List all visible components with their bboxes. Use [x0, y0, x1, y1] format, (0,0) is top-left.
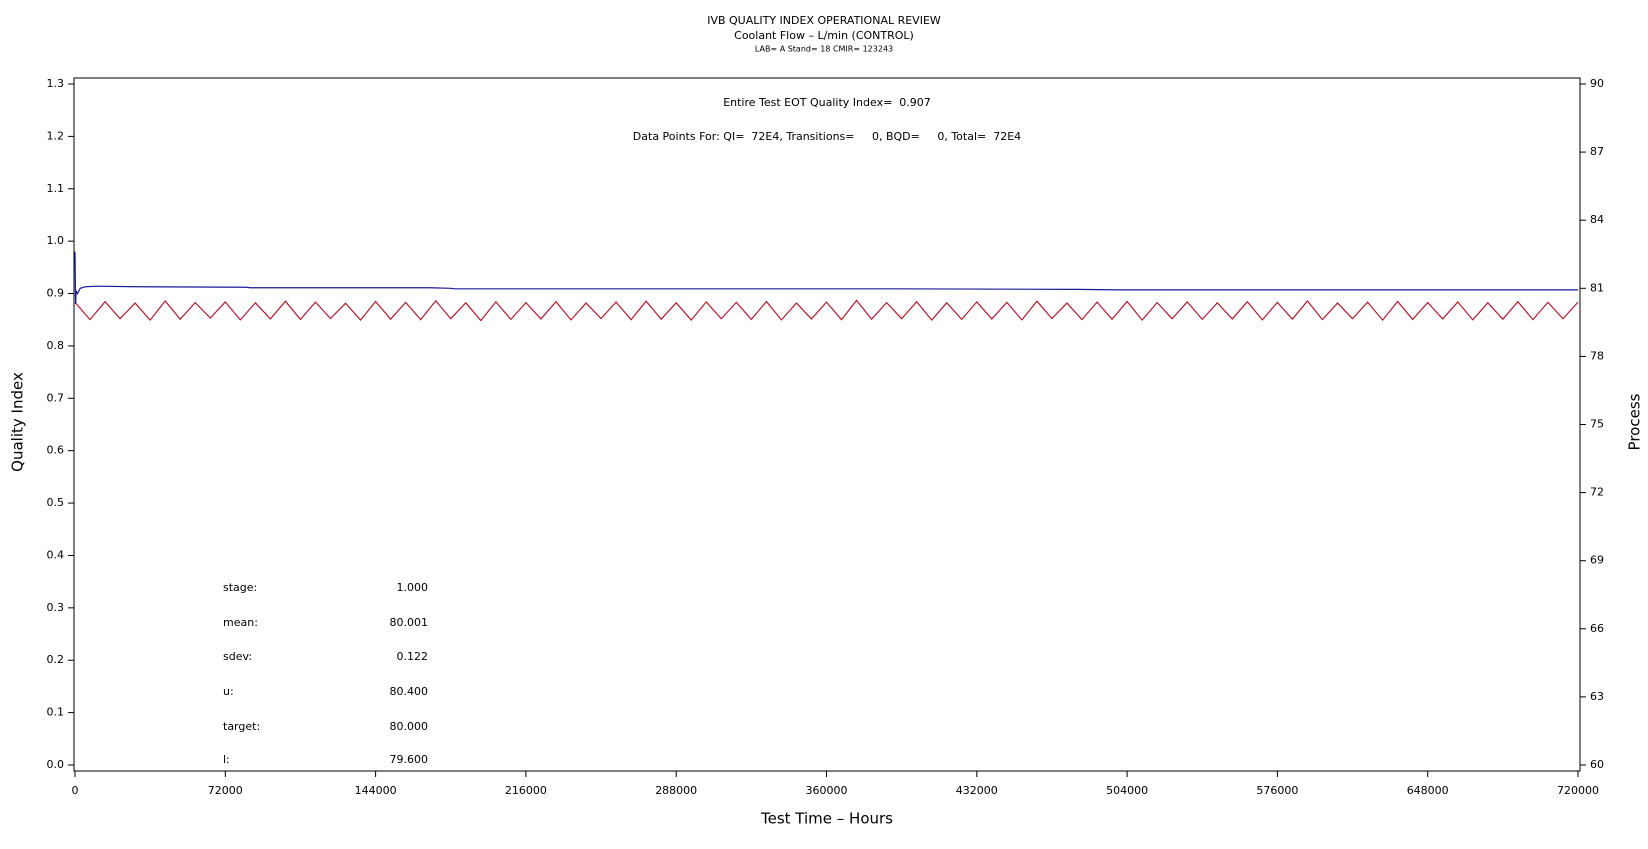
stat-value: 80.001 [390, 616, 429, 629]
y2-tick-label: 69 [1590, 554, 1604, 567]
stat-label: target: [223, 720, 260, 733]
x-tick-label: 504000 [1106, 784, 1148, 797]
stat-label: u: [223, 685, 234, 698]
annotation: Entire Test EOT Quality Index= 0.907 [723, 96, 931, 109]
y2-tick-label: 90 [1590, 77, 1604, 90]
x-tick-label: 0 [72, 784, 79, 797]
stat-value: 0.122 [397, 650, 429, 663]
stat-label: l: [223, 753, 230, 766]
y2-tick-label: 87 [1590, 145, 1604, 158]
stat-value: 80.000 [390, 720, 429, 733]
x-tick-label: 360000 [806, 784, 848, 797]
y-tick-label: 0.5 [47, 496, 65, 509]
y-tick-label: 0.1 [47, 706, 65, 719]
y-tick-label: 0.8 [47, 339, 65, 352]
x-axis-label: Test Time – Hours [760, 810, 893, 828]
stat-value: 79.600 [390, 753, 429, 766]
chart-title: IVB QUALITY INDEX OPERATIONAL REVIEW [707, 14, 941, 27]
y2-tick-label: 75 [1590, 418, 1604, 431]
y-tick-label: 0.7 [47, 391, 65, 404]
series-line [74, 299, 1579, 322]
y-tick-label: 0.3 [47, 601, 65, 614]
x-tick-label: 576000 [1256, 784, 1298, 797]
x-tick-label: 144000 [355, 784, 397, 797]
stat-value: 80.400 [390, 685, 429, 698]
stat-label: mean: [223, 616, 258, 629]
y2-tick-label: 78 [1590, 349, 1604, 362]
y-tick-label: 1.0 [47, 234, 65, 247]
y2-tick-label: 72 [1590, 486, 1604, 499]
x-tick-label: 72000 [208, 784, 243, 797]
x-tick-label: 288000 [655, 784, 697, 797]
stat-label: sdev: [223, 650, 252, 663]
stat-label: stage: [223, 581, 257, 594]
y-tick-label: 0.6 [47, 444, 65, 457]
y2-axis-label: Process [1626, 393, 1644, 450]
y2-tick-label: 84 [1590, 213, 1604, 226]
y-tick-label: 1.2 [47, 129, 65, 142]
y-tick-label: 0.4 [47, 548, 65, 561]
x-tick-label: 720000 [1557, 784, 1599, 797]
y2-tick-label: 81 [1590, 281, 1604, 294]
annotation: Data Points For: QI= 72E4, Transitions= … [633, 130, 1021, 143]
x-tick-label: 648000 [1407, 784, 1449, 797]
chart-subtitle: Coolant Flow – L/min (CONTROL) [734, 29, 914, 42]
x-tick-label: 432000 [956, 784, 998, 797]
y2-tick-label: 63 [1590, 690, 1604, 703]
y-tick-label: 0.2 [47, 653, 65, 666]
y-tick-label: 1.1 [47, 182, 65, 195]
chart-subtitle: LAB= A Stand= 18 CMIR= 123243 [755, 45, 893, 54]
y-tick-label: 0.0 [47, 758, 65, 771]
x-tick-label: 216000 [505, 784, 547, 797]
series-line [74, 251, 1578, 305]
stat-value: 1.000 [397, 581, 429, 594]
y2-tick-label: 60 [1590, 758, 1604, 771]
y-tick-label: 1.3 [47, 77, 65, 90]
plot-frame [73, 77, 1581, 772]
y-axis-label: Quality Index [9, 372, 27, 472]
y-tick-label: 0.9 [47, 287, 65, 300]
y2-tick-label: 66 [1590, 622, 1604, 635]
